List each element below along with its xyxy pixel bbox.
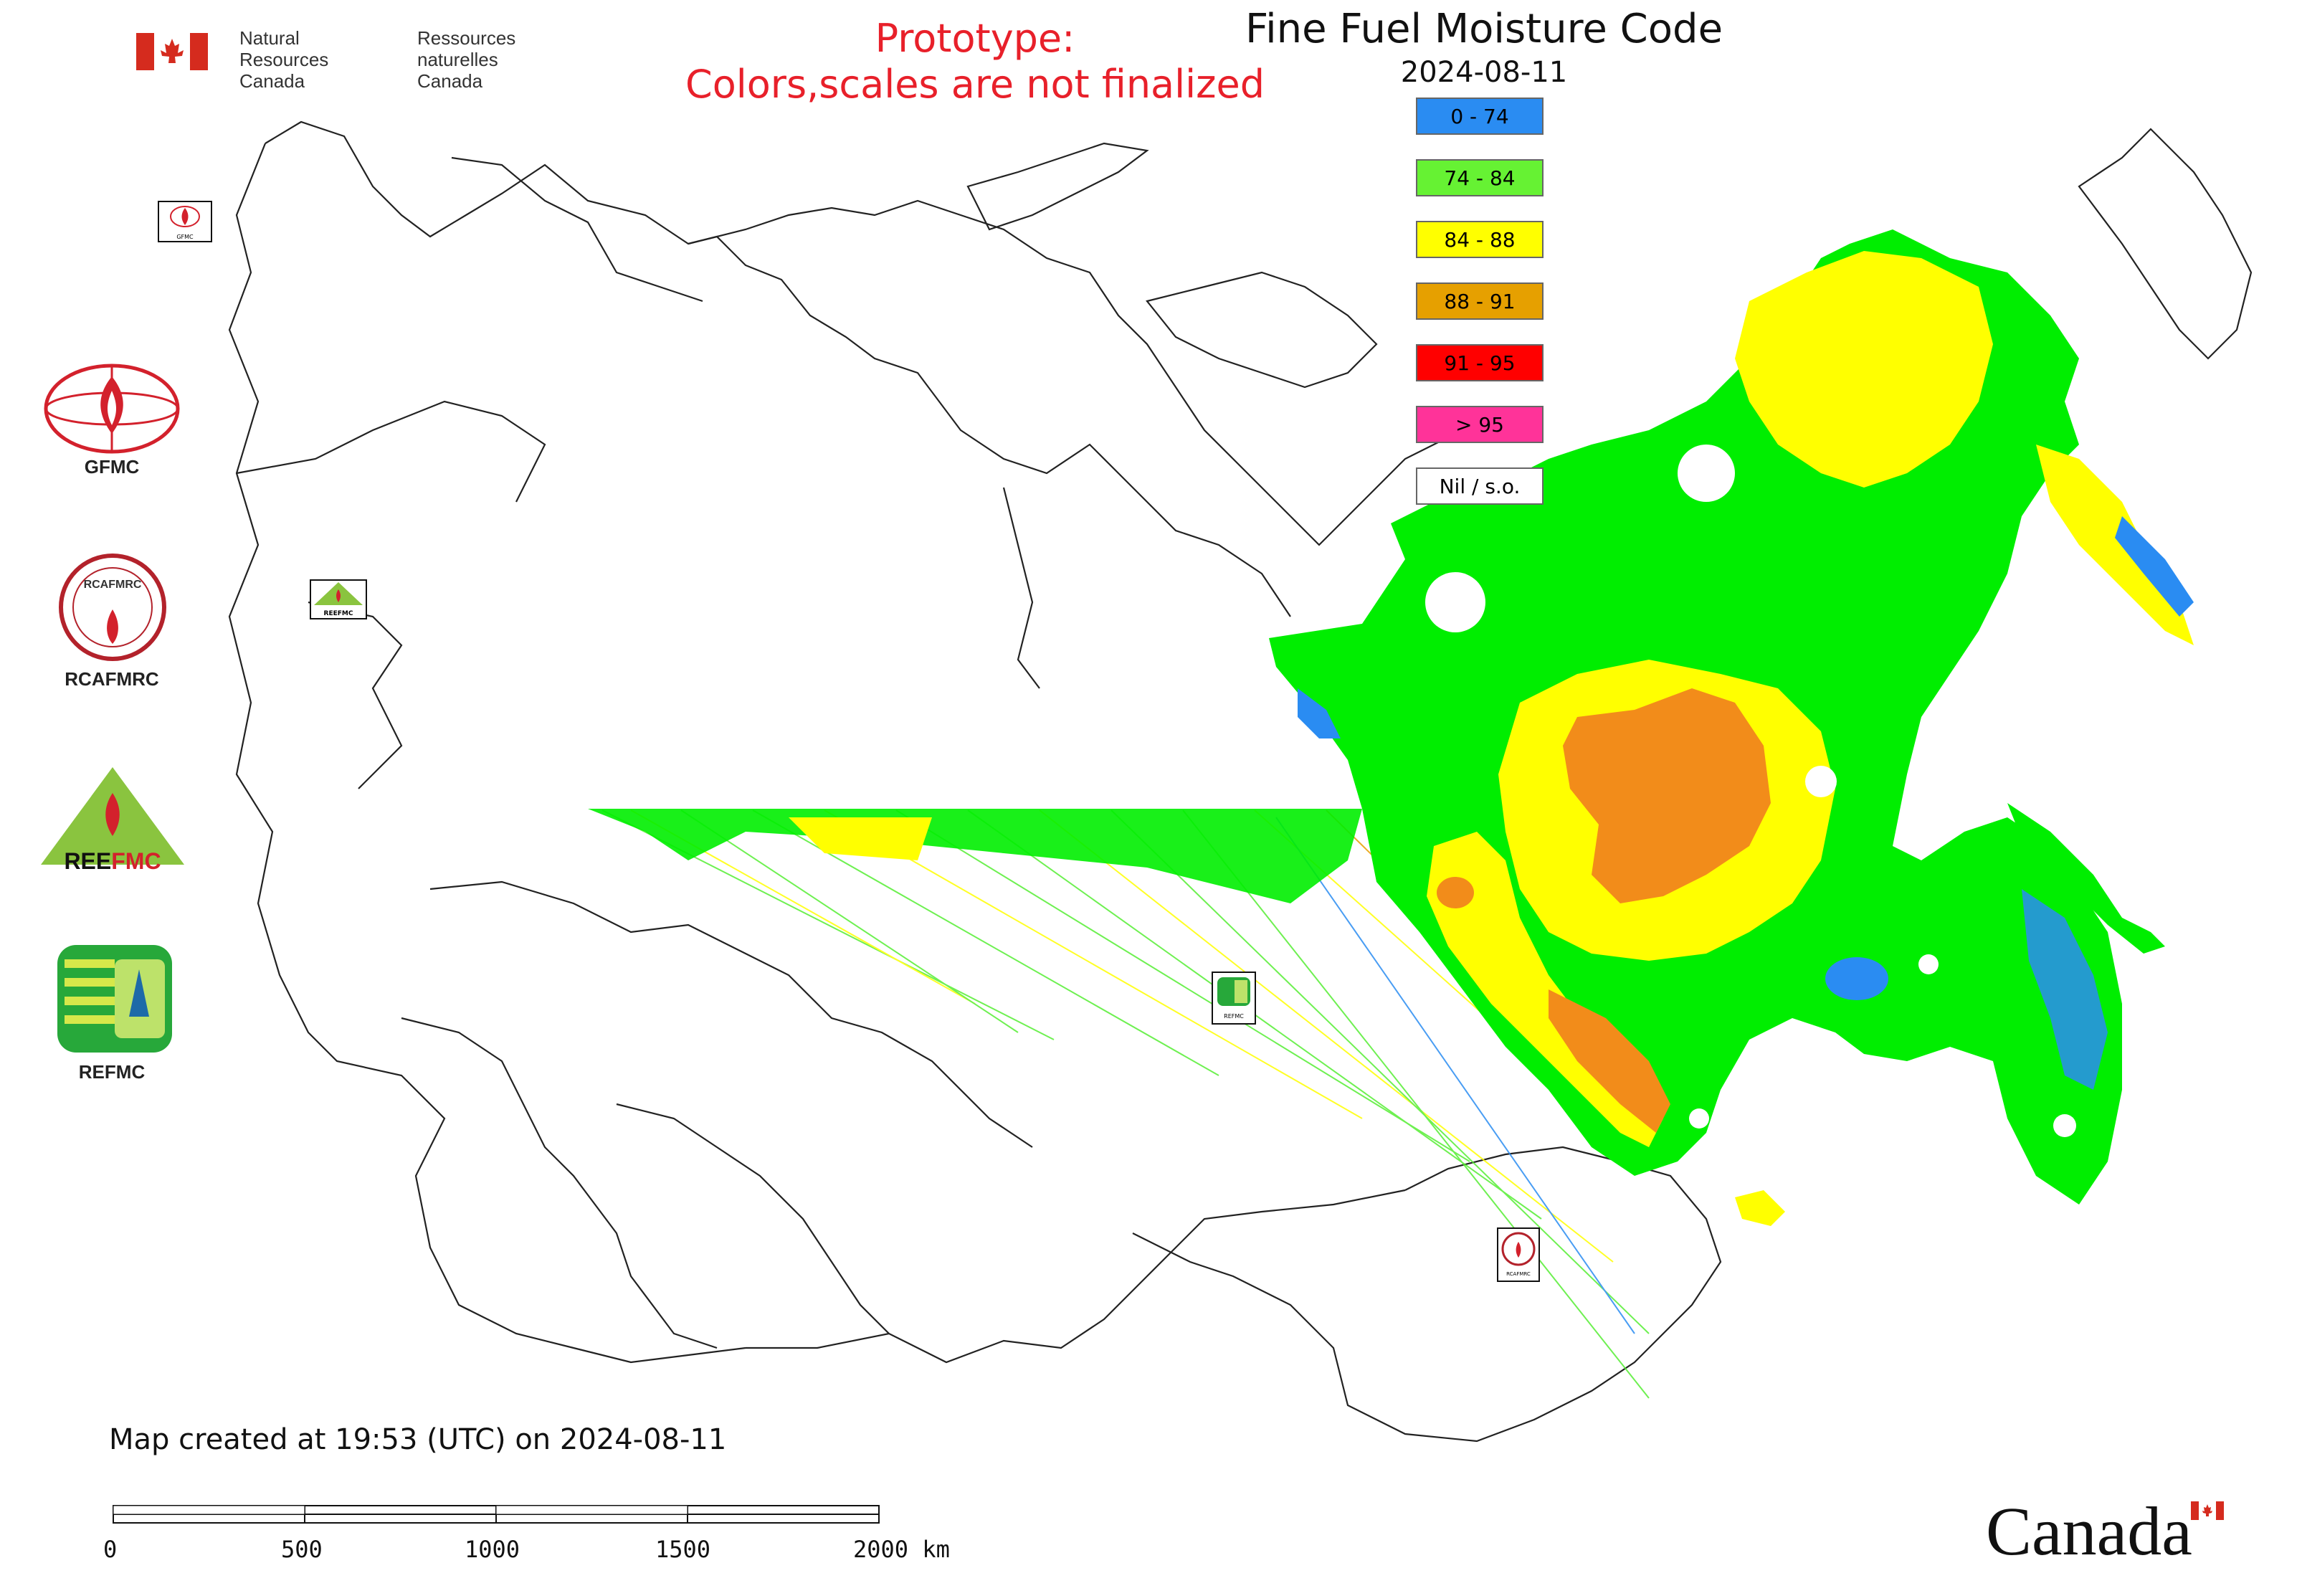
agency-label: GFMC bbox=[84, 456, 140, 478]
scale-tick-label: 0 bbox=[103, 1536, 118, 1563]
gov-en-line2: Canada bbox=[239, 70, 305, 92]
country-boundaries bbox=[228, 120, 2253, 1443]
refmc-marker-icon bbox=[1217, 977, 1250, 1006]
legend-label: 84 - 88 bbox=[1444, 227, 1516, 252]
nodata-hole bbox=[1425, 572, 1485, 632]
prototype-line1: Prototype: bbox=[875, 16, 1075, 61]
gov-fr-line1: Ressources naturelles bbox=[417, 27, 516, 70]
legend-item: 0 - 74 bbox=[1416, 98, 1544, 135]
legend-label: 91 - 95 bbox=[1444, 351, 1516, 375]
agency-label: RCAFMRC bbox=[65, 668, 159, 690]
canada-wordmark: Canada bbox=[1986, 1493, 2192, 1569]
map-marker-rcafmrc[interactable]: RCAFMRC bbox=[1497, 1227, 1540, 1282]
scale-tick-label: 1000 bbox=[465, 1536, 520, 1563]
rcafmrc-marker-icon bbox=[1501, 1232, 1536, 1266]
nodata-hole bbox=[1805, 766, 1837, 797]
gov-name-fr: Ressources naturelles Canada bbox=[417, 27, 515, 92]
map-marker-gfmc[interactable]: GFMC bbox=[158, 201, 212, 242]
legend-item: Nil / s.o. bbox=[1416, 467, 1544, 505]
svg-text:REEFMC: REEFMC bbox=[64, 848, 161, 874]
map-marker-refmc[interactable]: REFMC bbox=[1212, 972, 1256, 1025]
nodata-hole bbox=[1689, 1108, 1709, 1129]
legend-item: > 95 bbox=[1416, 406, 1544, 443]
legend-label: Nil / s.o. bbox=[1439, 474, 1521, 498]
nodata-hole bbox=[2053, 1114, 2076, 1137]
marker-label: RCAFMRC bbox=[1506, 1271, 1531, 1277]
nodata-hole bbox=[1918, 954, 1939, 974]
prototype-warning: Prototype: Colors,scales are not finaliz… bbox=[617, 16, 1333, 108]
map-title: Fine Fuel Moisture Code bbox=[1245, 6, 1723, 52]
ffmc-orange-spot bbox=[1437, 877, 1474, 908]
agency-label: REFMC bbox=[78, 1061, 146, 1083]
scale-bar bbox=[113, 1505, 880, 1524]
scale-tick-label: 2000 km bbox=[853, 1536, 950, 1563]
refmc-logo-icon bbox=[57, 945, 172, 1053]
legend-label: 88 - 91 bbox=[1444, 289, 1516, 313]
ffmc-strip-west bbox=[588, 809, 1362, 903]
legend-item: 84 - 88 bbox=[1416, 221, 1544, 258]
gfmc-marker-icon bbox=[170, 206, 200, 227]
map-date: 2024-08-11 bbox=[1400, 56, 1568, 89]
prototype-line2: Colors,scales are not finalized bbox=[685, 62, 1265, 107]
marker-label: REFMC bbox=[1224, 1013, 1244, 1020]
ffmc-blue-lake bbox=[1825, 957, 1888, 1000]
ffmc-orange-south bbox=[1549, 989, 1670, 1133]
scale-tick-label: 500 bbox=[281, 1536, 323, 1563]
marker-label: REEFMC bbox=[323, 610, 353, 617]
ffmc-blue-west bbox=[1298, 688, 1341, 738]
legend-label: 74 - 84 bbox=[1444, 166, 1516, 190]
legend-item: 91 - 95 bbox=[1416, 344, 1544, 381]
rcafmrc-logo-icon: RCAFMRC bbox=[59, 554, 166, 661]
reefmc-logo-icon: REEFMC bbox=[41, 767, 184, 874]
map-created-note: Map created at 19:53 (UTC) on 2024-08-11 bbox=[109, 1423, 727, 1456]
ffmc-blue-east bbox=[2022, 889, 2108, 1090]
ffmc-blue-northeast bbox=[2115, 516, 2194, 617]
gov-name-en: Natural Resources Canada bbox=[239, 27, 328, 92]
canada-flag-icon bbox=[136, 33, 208, 70]
ffmc-island-east bbox=[2007, 803, 2165, 954]
marker-label: GFMC bbox=[176, 234, 194, 240]
canada-wordmark-flag-icon bbox=[2191, 1501, 2224, 1520]
scale-tick-label: 1500 bbox=[655, 1536, 711, 1563]
ffmc-yellow-east bbox=[2036, 445, 2194, 645]
nodata-hole bbox=[1678, 445, 1735, 502]
ffmc-orange-central bbox=[1563, 688, 1771, 903]
legend-item: 74 - 84 bbox=[1416, 159, 1544, 196]
ffmc-island-south bbox=[1735, 1190, 1785, 1226]
reefmc-marker-icon bbox=[314, 582, 363, 605]
gov-fr-line2: Canada bbox=[417, 70, 483, 92]
ffmc-strip-west-yellow bbox=[789, 817, 932, 860]
legend-label: 0 - 74 bbox=[1450, 104, 1509, 128]
svg-text:RCAFMRC: RCAFMRC bbox=[84, 579, 142, 591]
gfmc-logo-icon bbox=[44, 364, 180, 454]
legend-label: > 95 bbox=[1455, 412, 1504, 437]
legend-item: 88 - 91 bbox=[1416, 282, 1544, 320]
gov-en-line1: Natural Resources bbox=[239, 27, 329, 70]
map-marker-reefmc[interactable]: REEFMC bbox=[310, 579, 367, 619]
ffmc-yellow-north bbox=[1735, 251, 1993, 488]
